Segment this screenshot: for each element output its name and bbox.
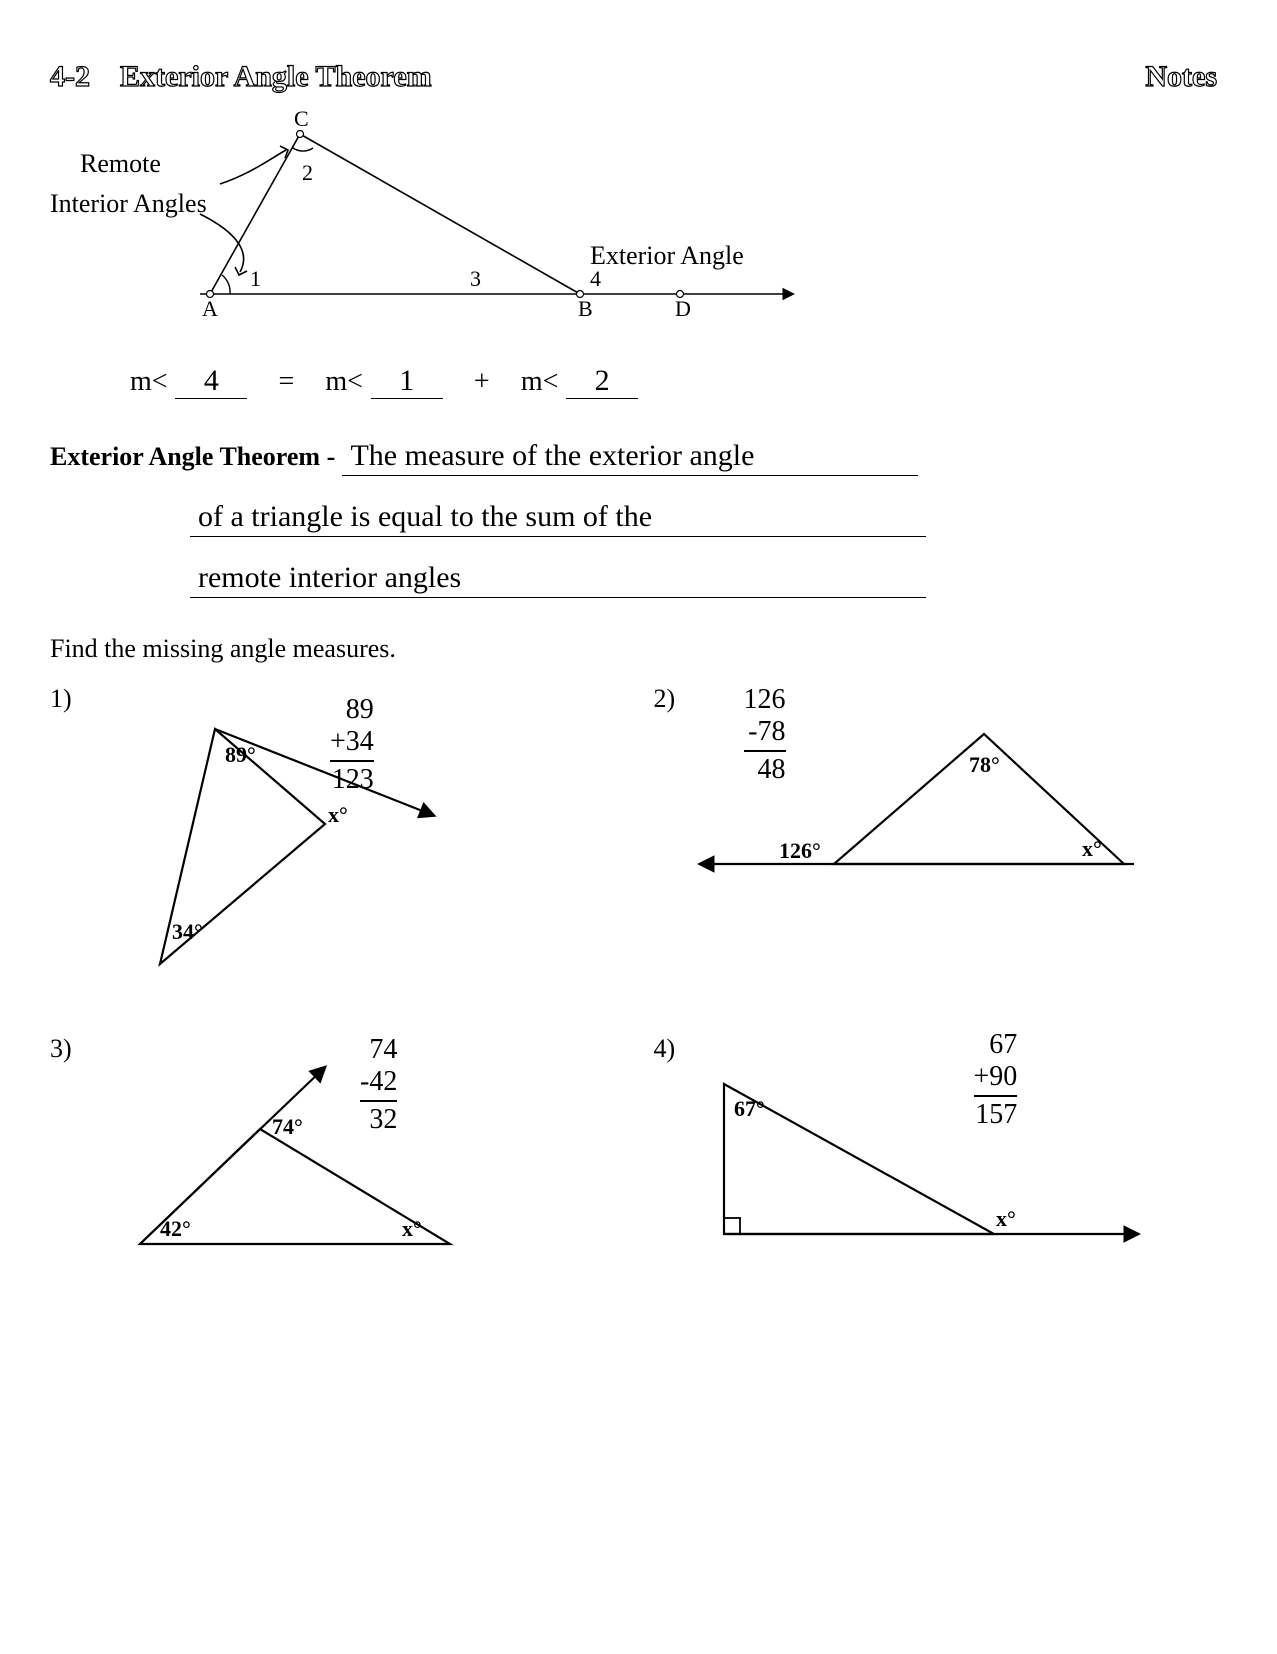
p1-arith-l1: 89 bbox=[330, 694, 374, 726]
p3-arith-res: 32 bbox=[360, 1100, 397, 1136]
eq-m2: m< bbox=[325, 366, 363, 397]
theorem-block: Exterior Angle Theorem - The measure of … bbox=[50, 439, 1217, 598]
angle-2: 2 bbox=[302, 160, 313, 185]
eq-plus: + bbox=[474, 366, 490, 397]
p2-angle-78: 78° bbox=[969, 752, 1000, 777]
eq-blank1: 4 bbox=[175, 364, 247, 399]
theorem-line3: remote interior angles bbox=[190, 561, 926, 598]
problem-1-svg: 89° 34° x° bbox=[100, 684, 460, 1004]
p4-arith: 67 +90 157 bbox=[974, 1029, 1018, 1132]
instructions: Find the missing angle measures. bbox=[50, 634, 1217, 664]
problem-1-num: 1) bbox=[50, 684, 72, 714]
problem-2-num: 2) bbox=[654, 684, 676, 714]
remote-label: Remote bbox=[80, 149, 161, 178]
p2-arith-l2: -78 bbox=[744, 716, 786, 748]
p1-angle-34: 34° bbox=[172, 919, 203, 944]
p2-arith-res: 48 bbox=[744, 750, 786, 786]
problem-1: 1) 89° 34° x° 89 +34 123 bbox=[50, 684, 614, 1004]
p3-angle-74: 74° bbox=[272, 1114, 303, 1139]
vertex-d: D bbox=[675, 296, 691, 321]
p3-arith-l1: 74 bbox=[360, 1034, 397, 1066]
p4-arith-l1: 67 bbox=[974, 1029, 1018, 1061]
angle-1: 1 bbox=[250, 266, 261, 291]
header-row: 4-2 Exterior Angle Theorem Notes bbox=[50, 60, 1217, 94]
eq-blank2: 1 bbox=[371, 364, 443, 399]
p2-angle-126: 126° bbox=[779, 838, 821, 863]
interior-label: Interior Angles bbox=[50, 189, 207, 218]
p3-angle-x: x° bbox=[402, 1216, 422, 1241]
equation-row: m< 4 = m< 1 + m< 2 bbox=[50, 364, 1217, 399]
problem-3-num: 3) bbox=[50, 1034, 72, 1064]
vertex-b: B bbox=[578, 296, 593, 321]
problem-4-num: 4) bbox=[654, 1034, 676, 1064]
lesson-number: 4-2 bbox=[50, 60, 90, 94]
page-title: Exterior Angle Theorem bbox=[120, 60, 432, 94]
theorem-line1: The measure of the exterior angle bbox=[342, 439, 918, 476]
p2-arith-l1: 126 bbox=[744, 684, 786, 716]
p3-arith-l2: -42 bbox=[360, 1066, 397, 1098]
p1-arith: 89 +34 123 bbox=[330, 694, 374, 797]
vertex-a: A bbox=[202, 296, 218, 321]
problem-4-svg: 67° x° bbox=[684, 1054, 1144, 1264]
eq-blank3: 2 bbox=[566, 364, 638, 399]
notes-label: Notes bbox=[1145, 60, 1217, 94]
p1-angle-89: 89° bbox=[225, 742, 256, 767]
eq-equals: = bbox=[278, 366, 294, 397]
p2-angle-x: x° bbox=[1082, 836, 1102, 861]
problem-4: 4) 67° x° 67 +90 157 bbox=[654, 1034, 1218, 1274]
problems-grid: 1) 89° 34° x° 89 +34 123 2) 78° 126° x° … bbox=[50, 684, 1217, 1274]
theorem-label: Exterior Angle Theorem - bbox=[50, 442, 335, 471]
p3-arith: 74 -42 32 bbox=[360, 1034, 397, 1137]
angle-3: 3 bbox=[470, 266, 481, 291]
triangle-diagram-svg: A B C D 1 2 3 4 Remote Interior Angles E… bbox=[50, 104, 830, 354]
problem-2: 2) 78° 126° x° 126 -78 48 bbox=[654, 684, 1218, 1004]
eq-m1: m< bbox=[130, 366, 168, 397]
p4-angle-67: 67° bbox=[734, 1096, 765, 1121]
p1-arith-res: 123 bbox=[330, 760, 374, 796]
main-diagram: A B C D 1 2 3 4 Remote Interior Angles E… bbox=[50, 104, 1217, 354]
p1-angle-x: x° bbox=[328, 802, 348, 827]
p4-arith-l2: +90 bbox=[974, 1061, 1018, 1093]
vertex-c: C bbox=[294, 106, 309, 131]
p1-arith-l2: +34 bbox=[330, 726, 374, 758]
problem-3: 3) 74° 42° x° 74 -42 32 bbox=[50, 1034, 614, 1274]
p4-angle-x: x° bbox=[996, 1206, 1016, 1231]
problem-3-svg: 74° 42° x° bbox=[90, 1034, 490, 1264]
p3-angle-42: 42° bbox=[160, 1216, 191, 1241]
p4-arith-res: 157 bbox=[974, 1095, 1018, 1131]
exterior-label: Exterior Angle bbox=[590, 241, 744, 270]
theorem-line2: of a triangle is equal to the sum of the bbox=[190, 500, 926, 537]
eq-m3: m< bbox=[521, 366, 559, 397]
p2-arith: 126 -78 48 bbox=[744, 684, 786, 787]
